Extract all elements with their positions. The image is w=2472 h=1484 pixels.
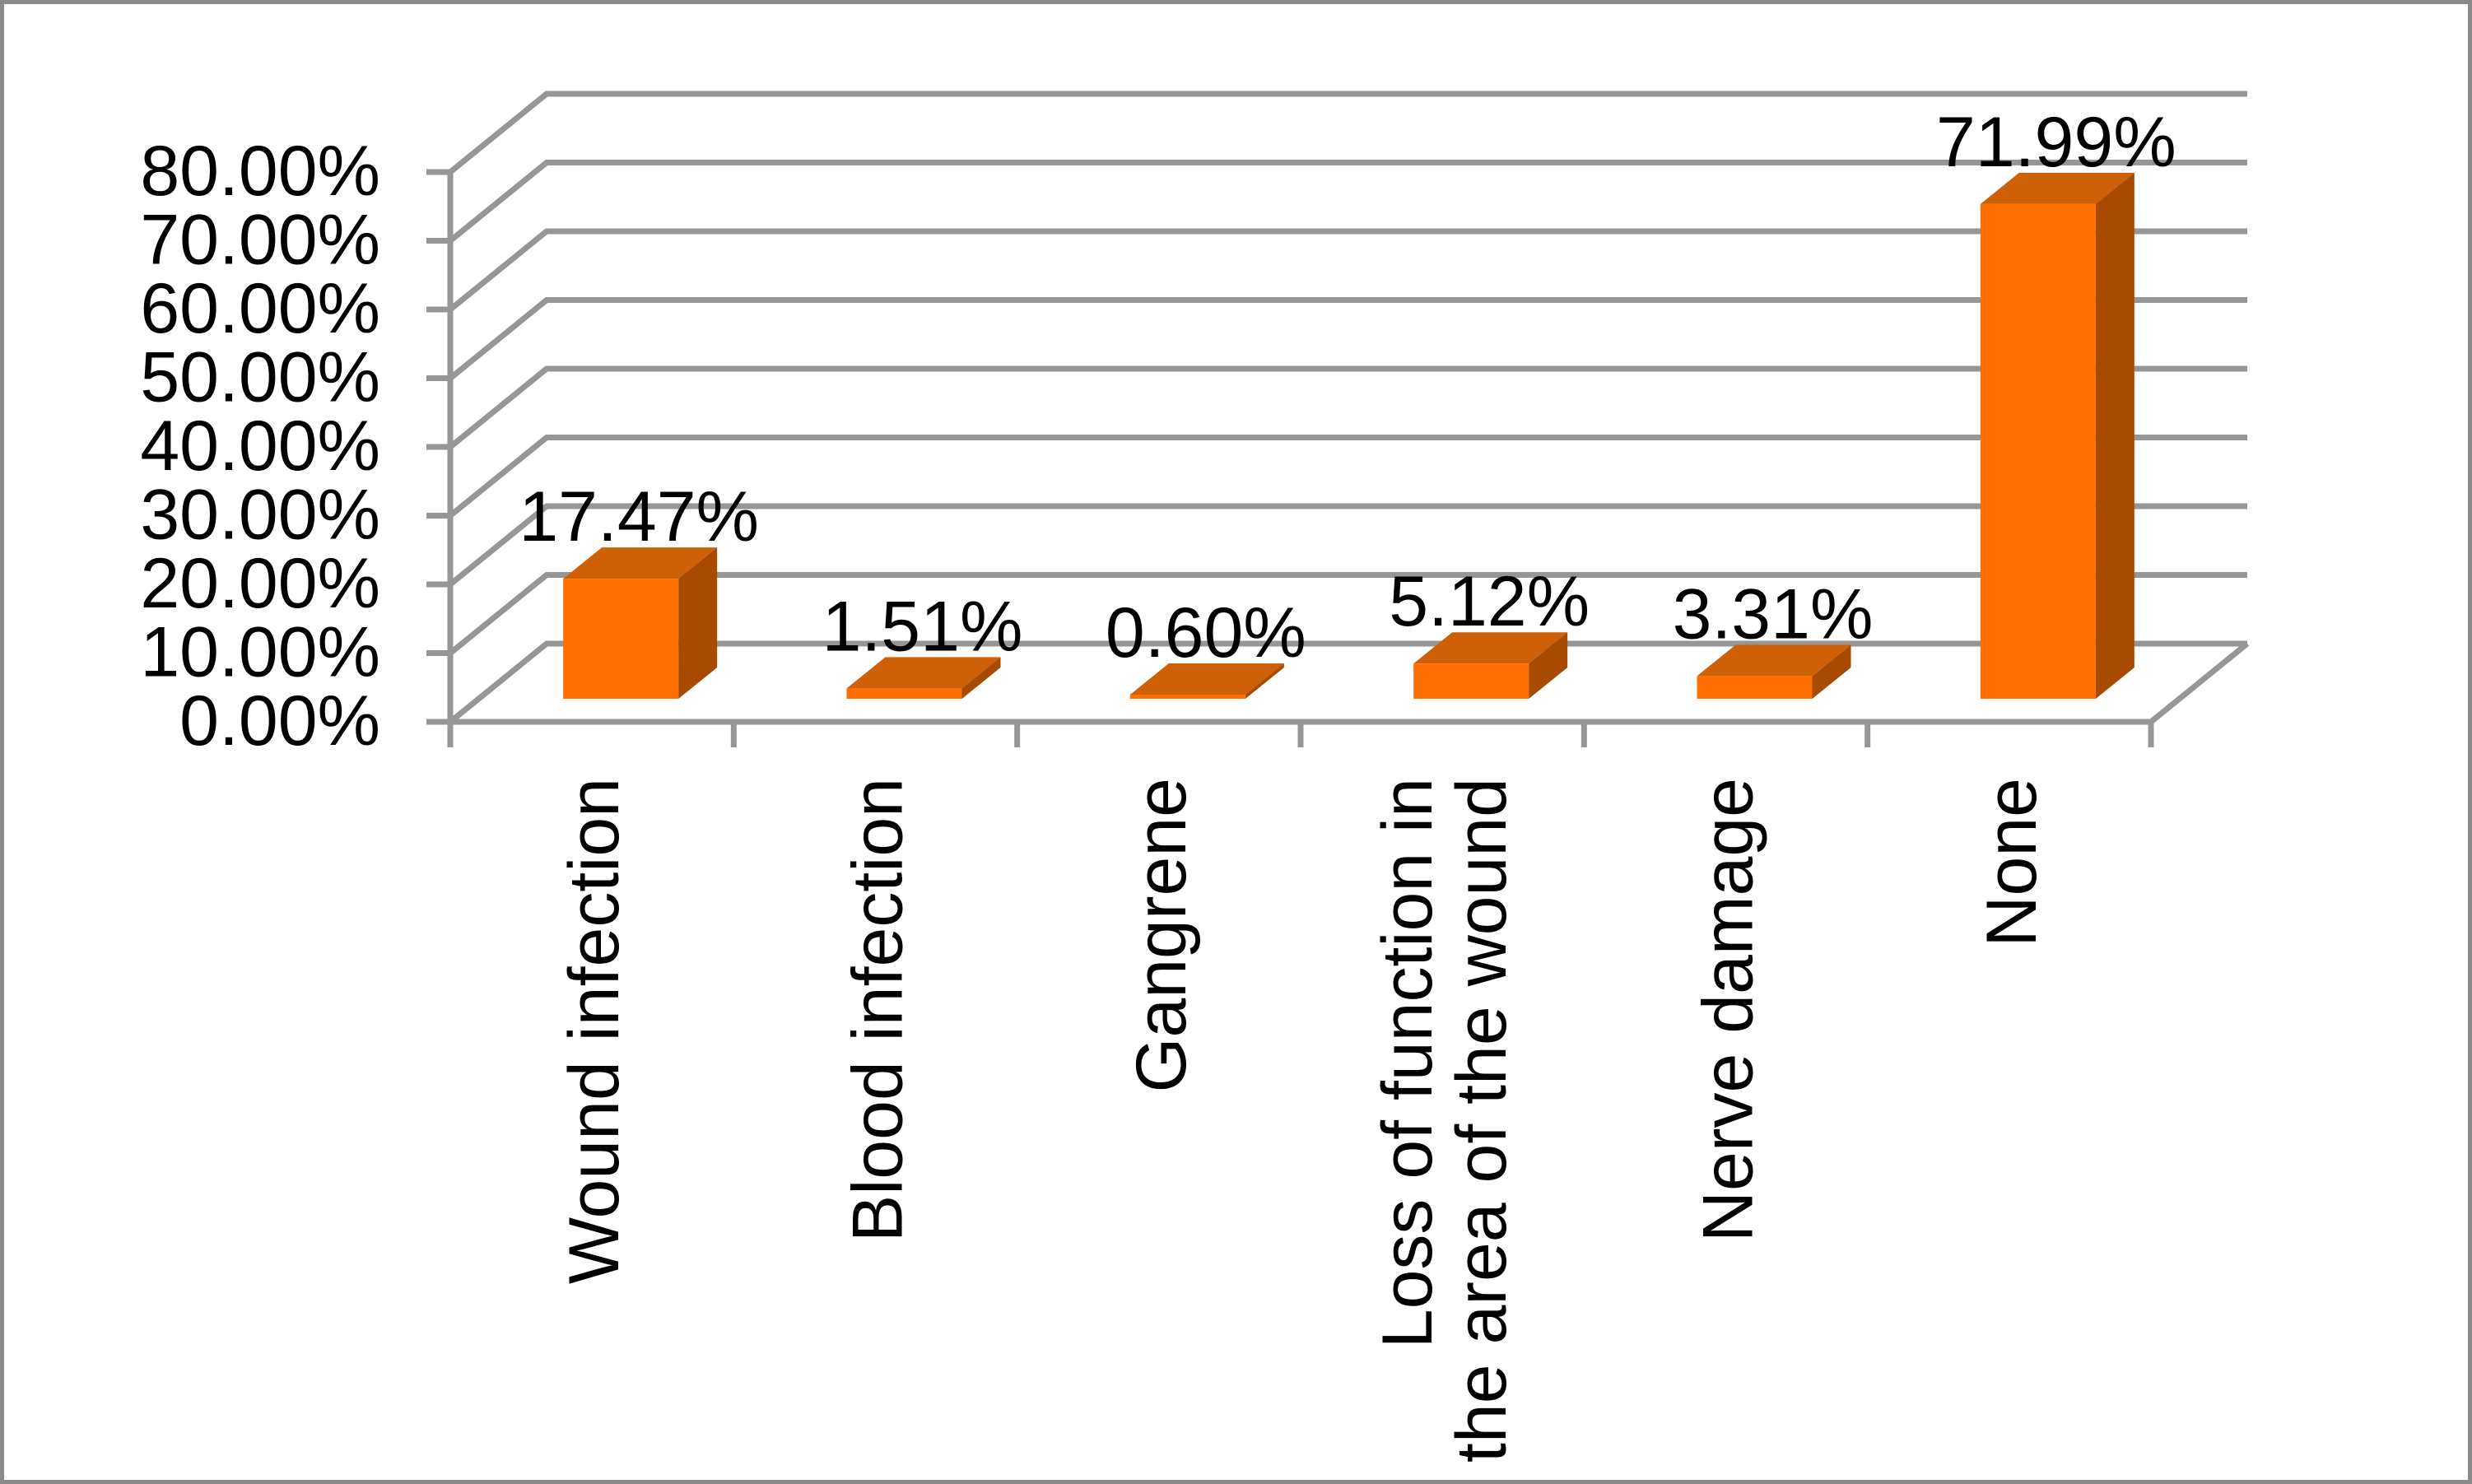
y-axis-tick-label: 0.00% <box>179 682 380 761</box>
gridline-20.00% <box>448 503 2247 587</box>
bar-front-face <box>1980 203 2096 700</box>
bar-2 <box>846 657 1001 699</box>
value-labels: 17.47% 1.51% 0.60% 5.12% 3.31% 71.99% <box>519 103 2176 672</box>
bar-side-face <box>1529 632 1568 699</box>
y-axis-tick-label: 10.00% <box>140 613 380 692</box>
bar-side-face <box>2095 172 2134 700</box>
bar-side-face <box>1812 644 1851 699</box>
category-label-line: None <box>1972 778 2051 947</box>
bar-top-face <box>1980 172 2134 204</box>
category-label-line: Wound infection <box>555 778 634 1284</box>
y-axis-tick-label: 20.00% <box>140 544 380 623</box>
bar-front-face <box>563 579 679 699</box>
axis-ticks <box>426 169 2154 747</box>
category-label-line: Blood infection <box>839 778 918 1242</box>
category-labels: Wound infection Blood infection Gangrene Lo… <box>555 778 2051 1463</box>
value-label: 1.51% <box>822 587 1023 666</box>
bar-front-face <box>1697 676 1813 699</box>
bar-front-face <box>1413 663 1529 699</box>
category-label-line: Nerve damage <box>1689 778 1768 1242</box>
value-label: 71.99% <box>1936 103 2176 182</box>
bar-top-face <box>563 547 718 579</box>
bar-front-face <box>846 688 962 699</box>
gridline-60.00% <box>448 228 2247 312</box>
gridline-40.00% <box>448 365 2247 449</box>
category-label-line: the area of the wound <box>1442 778 1521 1463</box>
gridline-30.00% <box>448 435 2247 519</box>
bar-top-face <box>1129 663 1284 695</box>
value-label: 0.60% <box>1106 593 1306 672</box>
gridline-50.00% <box>448 297 2247 381</box>
gridline-80.00% <box>448 91 2247 174</box>
bar-top-face <box>846 657 1001 689</box>
y-axis-tick-label: 40.00% <box>140 407 380 486</box>
bar-4 <box>1413 632 1568 699</box>
y-axis-labels: 0.00%10.00%20.00%30.00%40.00%50.00%60.00… <box>140 132 380 761</box>
bar-1 <box>563 547 718 699</box>
y-axis-tick-label: 60.00% <box>140 269 380 348</box>
y-axis-tick-label: 70.00% <box>140 201 380 280</box>
bar-3 <box>1129 663 1284 699</box>
category-label-line: Loss of function in <box>1368 778 1447 1348</box>
value-label: 3.31% <box>1673 575 1874 654</box>
bar-side-face <box>678 547 718 699</box>
bar-top-face <box>1697 644 1851 677</box>
gridline-0.00% <box>448 640 2247 724</box>
bar-side-face <box>961 657 1001 699</box>
value-label: 17.47% <box>519 477 759 556</box>
bar-top-face <box>1413 632 1568 664</box>
bar-5 <box>1697 644 1851 699</box>
gridline-10.00% <box>448 572 2247 656</box>
category-label-line: Gangrene <box>1122 778 1201 1093</box>
y-axis-tick-label: 50.00% <box>140 338 380 417</box>
y-axis-tick-label: 80.00% <box>140 132 380 211</box>
bar-6 <box>1980 172 2134 700</box>
y-axis-tick-label: 30.00% <box>140 476 380 555</box>
bar-series <box>563 172 2134 700</box>
bar-side-face <box>1245 663 1284 699</box>
gridline-70.00% <box>448 160 2247 244</box>
bar-front-face <box>1129 694 1245 699</box>
value-label: 5.12% <box>1389 562 1590 641</box>
